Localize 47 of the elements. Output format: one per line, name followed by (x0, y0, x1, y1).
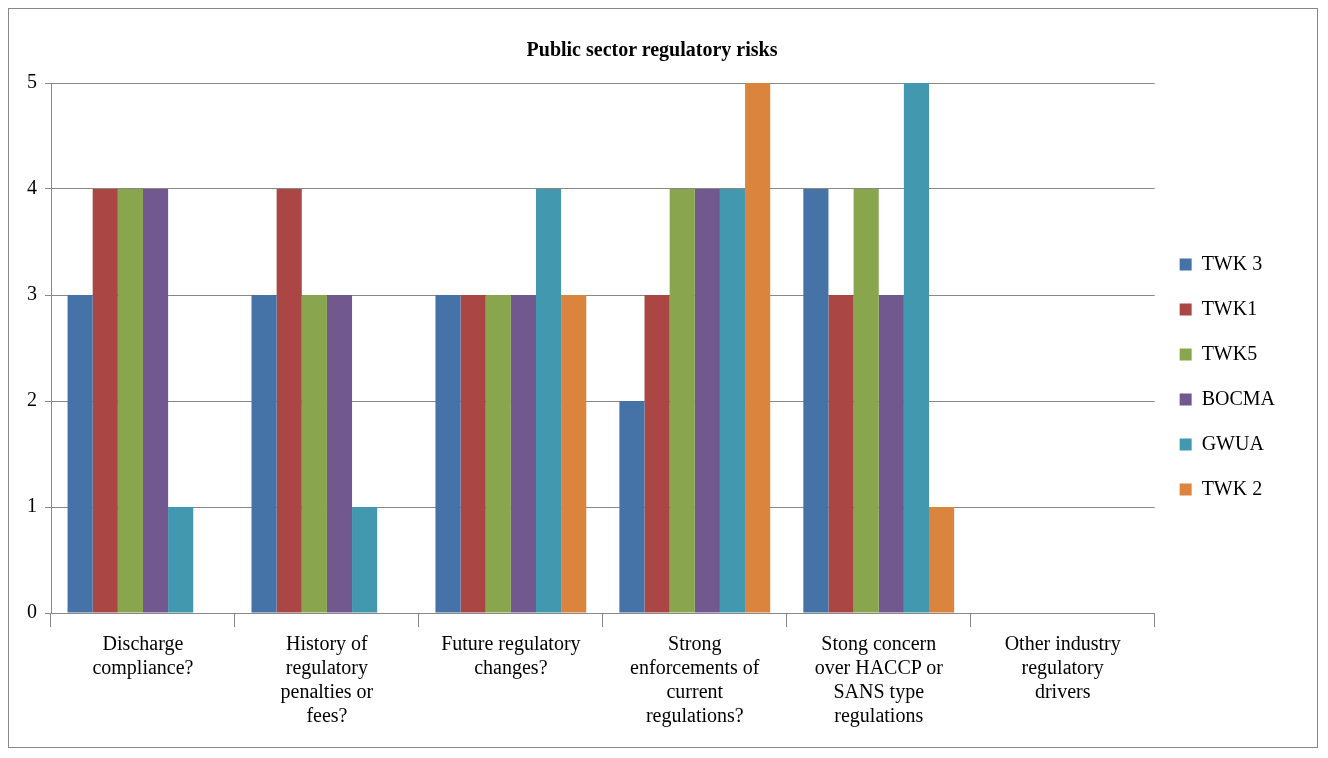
bar (67, 295, 93, 613)
bar (117, 189, 143, 613)
chart-title: Public sector regulatory risks (526, 38, 778, 62)
bar (435, 295, 461, 613)
legend-label: TWK 3 (1201, 251, 1263, 274)
y-tick-label: 5 (27, 70, 37, 93)
y-tick-label: 4 (27, 176, 37, 199)
bar (92, 189, 118, 613)
bar (719, 189, 746, 613)
bar (561, 295, 587, 613)
legend-label: TWK5 (1201, 341, 1258, 364)
bar (301, 295, 327, 613)
bar (326, 295, 353, 613)
legend-label: TWK1 (1201, 296, 1258, 319)
bar (168, 507, 194, 613)
bar (142, 189, 169, 613)
bar (828, 295, 854, 613)
y-tick-label: 1 (27, 494, 37, 517)
bar (694, 189, 720, 613)
y-tick-label: 0 (27, 600, 37, 623)
legend-label: BOCMA (1201, 386, 1276, 409)
bar (929, 507, 955, 613)
legend-label: GWUA (1201, 431, 1265, 454)
bar (644, 295, 670, 613)
x-tick-label: Other industry regulatory drivers (1004, 632, 1121, 703)
bar (352, 507, 378, 613)
legend-label: TWK 2 (1201, 476, 1263, 499)
bar (619, 401, 645, 613)
bar (276, 189, 302, 613)
bar (669, 189, 695, 613)
y-tick-label: 2 (27, 388, 37, 411)
bar (903, 83, 930, 613)
y-tick-label: 3 (27, 282, 37, 305)
bar (535, 189, 562, 613)
bar (251, 295, 277, 613)
bar (853, 189, 879, 613)
x-tick-label: Stong concern over HACCP or SANS type regulations (814, 632, 944, 728)
bar (510, 295, 536, 613)
x-tick-label: History of regulatory penalties or fees? (280, 632, 374, 727)
bar (878, 295, 904, 613)
bar (485, 295, 511, 613)
x-tick-label: Future regulatory changes? (441, 632, 581, 680)
x-tick-label: Discharge compliance? (92, 632, 194, 680)
bar (745, 83, 771, 613)
x-tick-label: Strong enforcements of current regulations? (630, 632, 760, 728)
bar (460, 295, 486, 613)
bar (803, 189, 829, 613)
